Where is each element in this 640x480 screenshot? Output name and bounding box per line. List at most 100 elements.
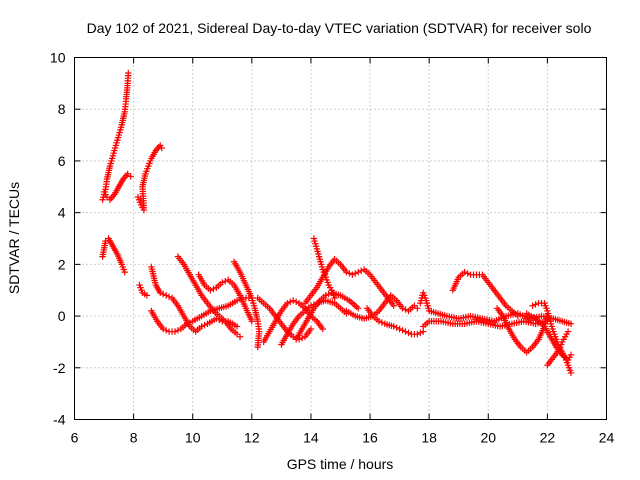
x-tick-label: 14: [303, 430, 319, 446]
data-point-marker: [284, 299, 291, 307]
data-point-marker: [461, 268, 468, 276]
series-arc17: [343, 292, 421, 322]
series-arc3: [134, 142, 165, 214]
data-point-marker: [207, 287, 214, 294]
data-point-marker: [165, 293, 173, 300]
data-point-marker: [564, 328, 572, 335]
x-tick-label: 8: [130, 430, 138, 446]
x-tick-label: 16: [362, 430, 378, 446]
x-tick-label: 20: [480, 430, 496, 446]
data-point-marker: [307, 325, 315, 333]
grid-lines: [74, 57, 607, 420]
series-arc2: [100, 170, 134, 203]
series-arc8: [174, 253, 244, 340]
y-tick-label: 10: [50, 50, 66, 66]
data-point-marker: [414, 305, 421, 312]
data-point-marker: [567, 351, 575, 359]
x-tick-label: 18: [421, 430, 437, 446]
data-point-marker: [325, 290, 332, 298]
data-point-marker: [346, 270, 353, 277]
series-arc14: [292, 289, 362, 343]
plot-frame: [74, 57, 607, 420]
series-arc19: [417, 289, 575, 328]
data-point-marker: [567, 369, 575, 377]
data-point-marker: [162, 292, 170, 299]
data-point-marker: [399, 327, 406, 334]
data-point-marker: [174, 327, 182, 334]
data-point-marker: [464, 270, 471, 277]
x-tick-label: 10: [185, 430, 201, 446]
data-point-marker: [355, 305, 362, 312]
data-point-marker: [159, 290, 167, 298]
series-arc9: [195, 271, 256, 325]
data-point-marker: [287, 298, 294, 306]
y-tick-label: -4: [53, 412, 66, 428]
data-point-marker: [186, 319, 193, 326]
chart-title: Day 102 of 2021, Sidereal Day-to-day VTE…: [87, 20, 592, 36]
series-arc10: [230, 258, 263, 351]
data-point-marker: [352, 270, 359, 277]
data-point-marker: [514, 312, 522, 320]
data-point-marker: [414, 330, 421, 338]
series-arc4: [99, 235, 128, 276]
x-tick-label: 24: [599, 430, 615, 446]
series-arc15: [310, 235, 338, 302]
data-point-marker: [331, 294, 338, 302]
x-axis-label: GPS time / hours: [287, 456, 394, 472]
data-point-marker: [343, 268, 350, 276]
y-tick-label: 2: [58, 256, 66, 272]
data-points: [99, 69, 575, 377]
data-point-marker: [298, 334, 306, 342]
y-tick-label: 6: [58, 153, 66, 169]
data-point-marker: [143, 292, 151, 299]
y-tick-label: 4: [58, 205, 66, 221]
y-tick-label: -2: [53, 360, 66, 376]
data-point-marker: [399, 305, 406, 312]
data-point-marker: [290, 297, 297, 304]
series-arc24: [523, 310, 575, 364]
data-point-marker: [248, 318, 256, 325]
series-arc16: [301, 255, 397, 309]
data-point-marker: [233, 323, 241, 330]
y-tick-label: 0: [58, 308, 66, 324]
series-arc18: [363, 305, 427, 338]
data-point-marker: [396, 325, 403, 333]
data-point-marker: [322, 292, 329, 299]
x-tick-label: 6: [71, 430, 79, 446]
data-point-marker: [375, 318, 383, 325]
data-point-marker: [319, 325, 326, 333]
y-axis-label: SDTVAR / TECUs: [6, 182, 22, 294]
data-point-marker: [210, 285, 217, 293]
data-point-marker: [378, 319, 386, 326]
data-point-marker: [171, 328, 179, 335]
data-point-marker: [390, 323, 397, 330]
data-point-marker: [158, 144, 165, 152]
data-point-marker: [405, 329, 412, 337]
data-point-marker: [236, 333, 244, 340]
data-point-marker: [162, 327, 170, 334]
data-point-marker: [417, 329, 424, 337]
data-point-marker: [567, 320, 575, 328]
data-point-marker: [201, 321, 208, 329]
data-point-marker: [292, 298, 300, 306]
x-tick-label: 12: [244, 430, 260, 446]
series-arc21: [449, 268, 522, 320]
data-point-marker: [127, 173, 134, 180]
data-point-marker: [159, 325, 167, 333]
data-point-marker: [355, 268, 362, 276]
y-tick-label: 8: [58, 101, 66, 117]
data-point-marker: [125, 69, 132, 77]
data-point-marker: [402, 328, 409, 335]
data-point-marker: [349, 271, 356, 278]
data-point-marker: [183, 320, 191, 328]
data-point-marker: [233, 297, 241, 304]
series-arc1: [99, 69, 132, 203]
data-point-marker: [393, 324, 400, 331]
data-point-marker: [121, 268, 128, 276]
data-point-marker: [157, 289, 164, 296]
data-point-marker: [198, 323, 205, 330]
data-point-marker: [219, 279, 226, 286]
series-arc25: [544, 328, 572, 369]
data-point-marker: [390, 302, 397, 309]
